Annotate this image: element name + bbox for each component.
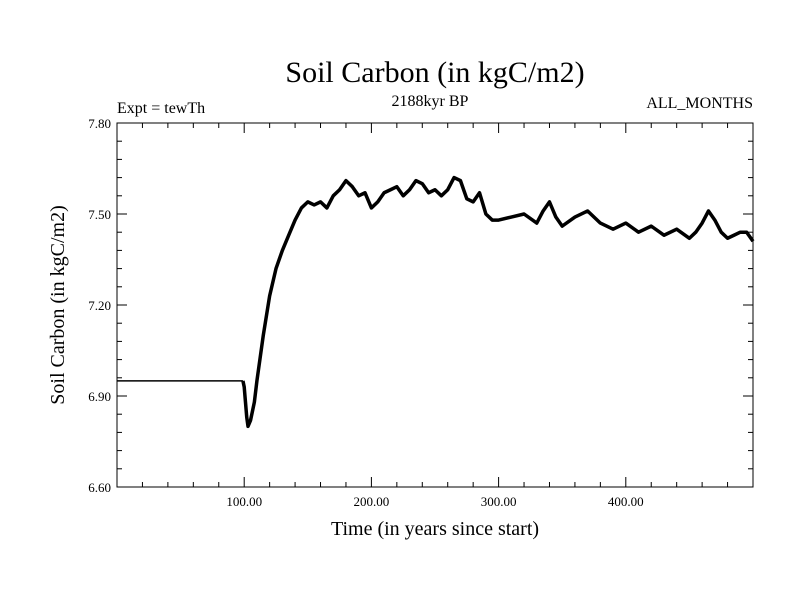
plot-frame: [116, 122, 754, 488]
x-axis-label: Time (in years since start): [331, 518, 539, 540]
series-line-response: [241, 175, 755, 429]
x-tick-label: 100.00: [226, 494, 262, 509]
chart-title: Soil Carbon (in kgC/m2): [285, 56, 584, 89]
x-tick-label: 400.00: [608, 494, 644, 509]
y-axis-label: Soil Carbon (in kgC/m2): [47, 205, 69, 404]
chart-subtitle: 2188kyr BP: [392, 93, 469, 110]
months-label: ALL_MONTHS: [646, 95, 753, 112]
x-tick-label: 200.00: [354, 494, 390, 509]
plot-area: 100.00 200.00 300.00 400.00 6.60 6.90 7.20 7.50…: [88, 116, 755, 509]
y-tick-label: 7.20: [88, 298, 111, 313]
x-tick-label: 300.00: [481, 494, 517, 509]
y-tick-label: 6.90: [88, 389, 111, 404]
experiment-label: Expt = tewTh: [117, 100, 205, 117]
y-tick-label: 6.60: [88, 480, 111, 495]
y-tick-label: 7.80: [88, 116, 111, 131]
y-tick-label: 7.50: [88, 207, 111, 222]
